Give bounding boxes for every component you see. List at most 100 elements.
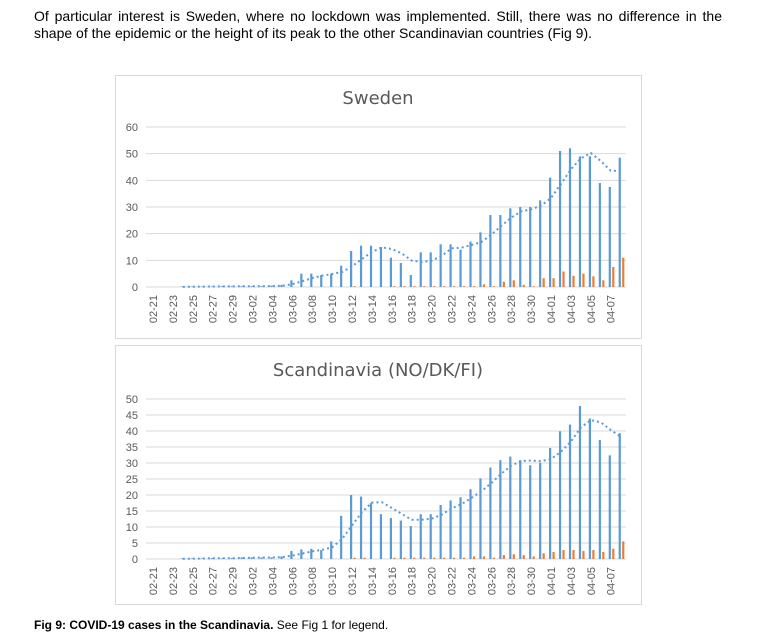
bar-primary-04-05 bbox=[588, 418, 591, 559]
bar-primary-03-25 bbox=[479, 232, 482, 287]
bar-secondary-03-27 bbox=[502, 281, 505, 287]
bar-secondary-03-30 bbox=[532, 286, 535, 287]
bar-primary-03-27 bbox=[499, 215, 502, 287]
bar-primary-03-03 bbox=[260, 557, 263, 559]
x-tick-label: 04-07 bbox=[606, 567, 618, 595]
x-tick-label: 03-14 bbox=[367, 295, 379, 323]
bar-secondary-03-18 bbox=[413, 557, 416, 559]
bar-secondary-03-25 bbox=[482, 284, 486, 287]
x-tick-label: 03-04 bbox=[267, 567, 279, 595]
x-tick-label: 04-01 bbox=[546, 295, 558, 323]
bar-primary-03-13 bbox=[359, 245, 363, 287]
bar-secondary-03-16 bbox=[393, 557, 396, 559]
bar-primary-03-04 bbox=[270, 285, 273, 287]
bar-primary-03-16 bbox=[389, 257, 392, 287]
x-tick-label: 02-27 bbox=[208, 295, 220, 323]
bar-primary-03-27 bbox=[499, 460, 502, 559]
bar-secondary-04-05 bbox=[592, 550, 595, 559]
y-tick-label: 60 bbox=[126, 122, 138, 134]
bar-primary-03-01 bbox=[240, 286, 243, 287]
bar-secondary-03-26 bbox=[492, 286, 495, 287]
y-tick-label: 40 bbox=[126, 426, 138, 438]
bar-primary-03-28 bbox=[509, 208, 512, 287]
x-tick-label: 03-26 bbox=[486, 567, 498, 595]
y-tick-label: 15 bbox=[126, 506, 138, 518]
x-tick-label: 04-05 bbox=[586, 295, 598, 323]
bar-primary-02-24 bbox=[180, 558, 184, 559]
x-tick-label: 04-07 bbox=[606, 295, 618, 323]
bar-primary-03-08 bbox=[310, 548, 313, 559]
bar-primary-02-27 bbox=[210, 286, 213, 287]
bar-primary-03-05 bbox=[280, 284, 283, 287]
bar-primary-03-11 bbox=[340, 515, 343, 559]
bar-primary-03-09 bbox=[320, 275, 323, 287]
bar-secondary-03-20 bbox=[433, 286, 436, 287]
bar-secondary-03-19 bbox=[423, 557, 426, 559]
bar-primary-03-04 bbox=[270, 557, 273, 559]
bar-primary-02-28 bbox=[220, 558, 223, 559]
y-tick-label: 5 bbox=[132, 538, 138, 550]
bar-primary-03-09 bbox=[320, 550, 323, 559]
bar-primary-03-15 bbox=[379, 247, 383, 287]
bar-primary-03-25 bbox=[479, 478, 482, 559]
bar-primary-03-20 bbox=[429, 514, 432, 559]
x-tick-label: 03-08 bbox=[307, 567, 319, 595]
bar-secondary-04-01 bbox=[552, 551, 555, 559]
bar-primary-04-01 bbox=[549, 177, 552, 287]
y-tick-label: 0 bbox=[132, 282, 138, 294]
bar-primary-03-02 bbox=[250, 557, 253, 559]
x-tick-label: 04-01 bbox=[546, 567, 558, 595]
x-tick-label: 02-25 bbox=[188, 567, 200, 595]
bar-secondary-04-03 bbox=[572, 550, 575, 559]
bar-primary-03-29 bbox=[519, 207, 522, 287]
bar-secondary-03-22 bbox=[453, 557, 456, 559]
bar-secondary-04-06 bbox=[602, 551, 605, 559]
bar-secondary-03-31 bbox=[542, 278, 545, 287]
x-tick-label: 03-02 bbox=[248, 567, 260, 595]
scandinavia-chart-svg: Scandinavia (NO/DK/FI) 0 5 10 15 20 25 30 35 40 45… bbox=[126, 360, 626, 595]
x-tick-label: 02-23 bbox=[168, 567, 180, 595]
bar-secondary-04-03 bbox=[572, 275, 575, 287]
bar-primary-03-26 bbox=[489, 467, 492, 559]
bar-primary-03-20 bbox=[429, 252, 432, 287]
bar-primary-03-14 bbox=[369, 245, 373, 287]
bar-primary-03-06 bbox=[290, 551, 293, 559]
bar-secondary-03-21 bbox=[443, 286, 446, 287]
bar-secondary-03-21 bbox=[443, 557, 446, 559]
bar-primary-03-29 bbox=[519, 460, 522, 559]
x-tick-label: 03-28 bbox=[506, 295, 518, 323]
bar-secondary-03-17 bbox=[403, 286, 406, 287]
x-tick-label: 03-04 bbox=[267, 295, 279, 323]
bar-primary-03-31 bbox=[539, 200, 542, 287]
y-tick-label: 30 bbox=[126, 458, 138, 470]
bar-primary-04-06 bbox=[598, 439, 601, 559]
bar-primary-04-02 bbox=[558, 151, 562, 287]
bar-secondary-04-01 bbox=[552, 278, 555, 287]
y-tick-label: 20 bbox=[126, 229, 138, 241]
figure-caption: Fig 9: COVID-19 cases in the Scandinavia… bbox=[34, 618, 388, 632]
bar-secondary-03-30 bbox=[532, 556, 535, 559]
bar-secondary-04-05 bbox=[592, 276, 595, 287]
bar-secondary-03-23 bbox=[462, 286, 466, 287]
y-tick-label: 45 bbox=[126, 410, 138, 422]
x-tick-label: 03-06 bbox=[287, 567, 299, 595]
bar-primary-03-22 bbox=[449, 500, 452, 559]
bar-primary-04-01 bbox=[549, 447, 552, 559]
bar-primary-04-08 bbox=[618, 157, 621, 287]
bar-primary-03-28 bbox=[509, 456, 512, 559]
bar-secondary-03-31 bbox=[542, 553, 545, 559]
bar-primary-03-16 bbox=[389, 518, 392, 559]
x-tick-label: 02-23 bbox=[168, 295, 180, 323]
scandinavia-chart: Scandinavia (NO/DK/FI) 0 5 10 15 20 25 30 35 40 45… bbox=[115, 345, 642, 605]
caption-text: See Fig 1 for legend. bbox=[273, 618, 389, 632]
bar-secondary-03-22 bbox=[453, 286, 456, 287]
x-tick-label: 03-16 bbox=[387, 567, 399, 595]
bar-primary-03-21 bbox=[439, 244, 442, 287]
bar-secondary-03-28 bbox=[512, 280, 515, 287]
bar-primary-02-25 bbox=[190, 286, 193, 287]
x-tick-label: 03-28 bbox=[506, 567, 518, 595]
bar-primary-04-02 bbox=[558, 431, 562, 559]
bar-primary-03-30 bbox=[529, 207, 532, 287]
bar-primary-04-04 bbox=[578, 406, 582, 559]
bar-secondary-04-07 bbox=[612, 548, 615, 559]
